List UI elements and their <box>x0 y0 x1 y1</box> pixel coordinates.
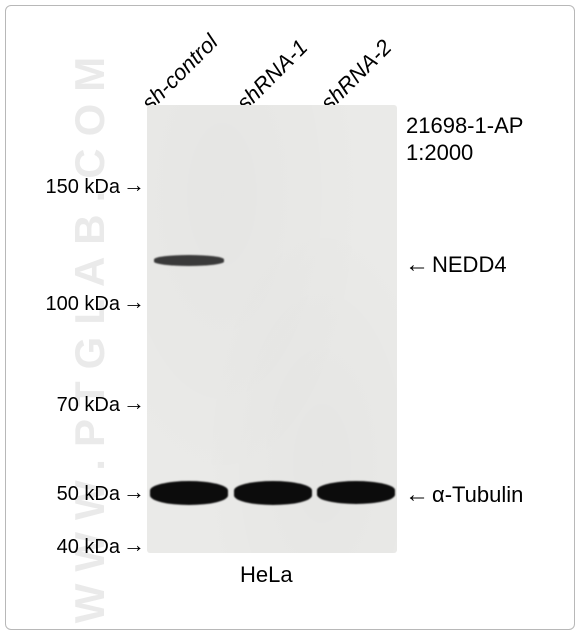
mw-arrow-icon: → <box>123 534 145 556</box>
mw-label: 50 kDa <box>57 483 120 506</box>
mw-label: 70 kDa <box>57 394 120 417</box>
mw-arrow-icon: → <box>123 481 145 503</box>
western-blot-figure: { "figure": { "background_color": "#ffff… <box>0 0 580 635</box>
cell-line-label: HeLa <box>240 562 293 588</box>
mw-label: 100 kDa <box>46 293 121 316</box>
mw-label: 40 kDa <box>57 536 120 559</box>
nedd4-label: NEDD4 <box>432 252 507 278</box>
band <box>150 481 228 505</box>
tubulin-label: α-Tubulin <box>432 482 523 508</box>
mw-label: 150 kDa <box>46 176 121 199</box>
mw-arrow-icon: → <box>123 174 145 196</box>
band <box>317 481 395 504</box>
band <box>154 255 224 266</box>
catalog-number: 21698-1-AP <box>406 113 523 139</box>
mw-arrow-icon: → <box>123 291 145 313</box>
nedd4-arrow-icon: ← <box>405 253 429 277</box>
blot-membrane <box>147 105 397 553</box>
tubulin-arrow-icon: ← <box>405 483 429 507</box>
dilution-text: 1:2000 <box>406 140 473 166</box>
band <box>234 481 312 505</box>
mw-arrow-icon: → <box>123 392 145 414</box>
